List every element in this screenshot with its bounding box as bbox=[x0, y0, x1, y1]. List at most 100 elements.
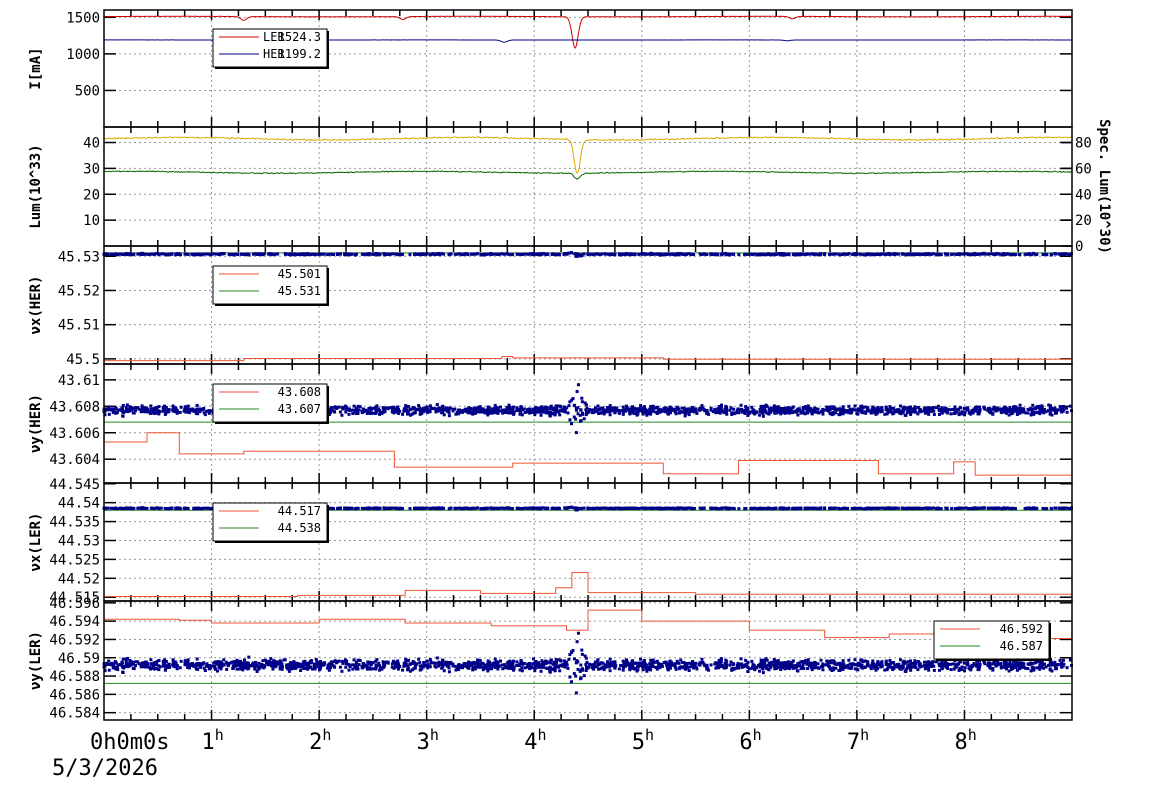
data-point bbox=[856, 507, 859, 510]
data-point bbox=[640, 507, 643, 510]
data-point bbox=[526, 253, 529, 256]
data-point bbox=[489, 252, 492, 255]
data-point bbox=[391, 408, 394, 411]
data-point bbox=[1014, 253, 1017, 256]
data-point bbox=[220, 252, 223, 255]
data-point bbox=[571, 397, 574, 400]
data-point bbox=[152, 410, 155, 413]
data-point bbox=[583, 417, 586, 420]
data-point bbox=[544, 406, 547, 409]
data-point bbox=[564, 407, 567, 410]
data-point bbox=[585, 410, 588, 413]
data-point bbox=[560, 409, 563, 412]
data-point bbox=[413, 407, 416, 410]
data-point bbox=[814, 507, 817, 510]
data-point bbox=[933, 413, 936, 416]
data-point bbox=[383, 253, 386, 256]
data-point bbox=[618, 412, 621, 415]
data-point bbox=[713, 408, 716, 411]
data-point bbox=[570, 251, 573, 254]
data-point bbox=[676, 507, 679, 510]
data-point bbox=[1065, 507, 1068, 510]
data-point bbox=[623, 408, 626, 411]
data-point bbox=[1003, 407, 1006, 410]
data-point bbox=[886, 411, 889, 414]
data-point bbox=[950, 253, 953, 256]
data-point bbox=[727, 253, 730, 256]
data-point bbox=[1045, 507, 1048, 510]
reference-step-line bbox=[104, 573, 1072, 597]
data-point bbox=[710, 507, 713, 510]
data-point bbox=[873, 507, 876, 510]
data-point bbox=[823, 252, 826, 255]
data-point bbox=[938, 409, 941, 412]
data-point bbox=[944, 407, 947, 410]
y-tick-label: 44.54 bbox=[58, 496, 100, 512]
data-point bbox=[515, 406, 518, 409]
data-point bbox=[842, 410, 845, 413]
legend-value: 43.607 bbox=[278, 402, 321, 416]
data-point bbox=[448, 670, 451, 673]
data-point bbox=[133, 412, 136, 415]
data-point bbox=[684, 412, 687, 415]
data-point bbox=[269, 657, 272, 660]
data-point bbox=[528, 412, 531, 415]
y-axis-label: νy(LER) bbox=[28, 631, 44, 690]
measured-points bbox=[103, 251, 1073, 258]
data-point bbox=[597, 668, 600, 671]
data-point bbox=[419, 253, 422, 256]
data-point bbox=[366, 411, 369, 414]
y-tick-label: 10 bbox=[83, 213, 100, 229]
data-point bbox=[567, 404, 570, 407]
data-point bbox=[317, 253, 320, 256]
data-point bbox=[579, 664, 582, 667]
data-point bbox=[910, 408, 913, 411]
data-point bbox=[288, 253, 291, 256]
data-point bbox=[854, 404, 857, 407]
data-point bbox=[837, 253, 840, 256]
data-point bbox=[213, 252, 216, 255]
data-point bbox=[809, 407, 812, 410]
data-point bbox=[419, 412, 422, 415]
data-point bbox=[666, 252, 669, 255]
data-point bbox=[932, 252, 935, 255]
data-point bbox=[540, 414, 543, 417]
data-point bbox=[207, 507, 210, 510]
data-point bbox=[785, 507, 788, 510]
data-point bbox=[639, 404, 642, 407]
data-point bbox=[753, 507, 756, 510]
data-point bbox=[268, 252, 271, 255]
data-point bbox=[586, 252, 589, 255]
data-point bbox=[633, 252, 636, 255]
data-point bbox=[160, 252, 163, 255]
data-point bbox=[559, 405, 562, 408]
data-point bbox=[746, 670, 749, 673]
data-point bbox=[440, 507, 443, 510]
data-point bbox=[502, 253, 505, 256]
data-point bbox=[900, 410, 903, 413]
data-point bbox=[1014, 507, 1017, 510]
data-point bbox=[1033, 253, 1036, 256]
data-point bbox=[519, 507, 522, 510]
data-point bbox=[370, 407, 373, 410]
data-point bbox=[348, 252, 351, 255]
data-point bbox=[636, 407, 639, 410]
data-point bbox=[153, 253, 156, 256]
data-point bbox=[273, 253, 276, 256]
data-point bbox=[499, 406, 502, 409]
data-point bbox=[418, 407, 421, 410]
y-tick-label: 44.545 bbox=[49, 477, 100, 493]
data-point bbox=[816, 411, 819, 414]
data-point bbox=[326, 253, 329, 256]
data-point bbox=[339, 410, 342, 413]
data-point bbox=[384, 507, 387, 510]
data-point bbox=[142, 507, 145, 510]
data-point bbox=[539, 507, 542, 510]
data-point bbox=[743, 409, 746, 412]
data-point bbox=[806, 253, 809, 256]
data-point bbox=[580, 397, 583, 400]
data-point bbox=[683, 253, 686, 256]
data-point bbox=[354, 254, 357, 257]
data-point bbox=[1027, 408, 1030, 411]
